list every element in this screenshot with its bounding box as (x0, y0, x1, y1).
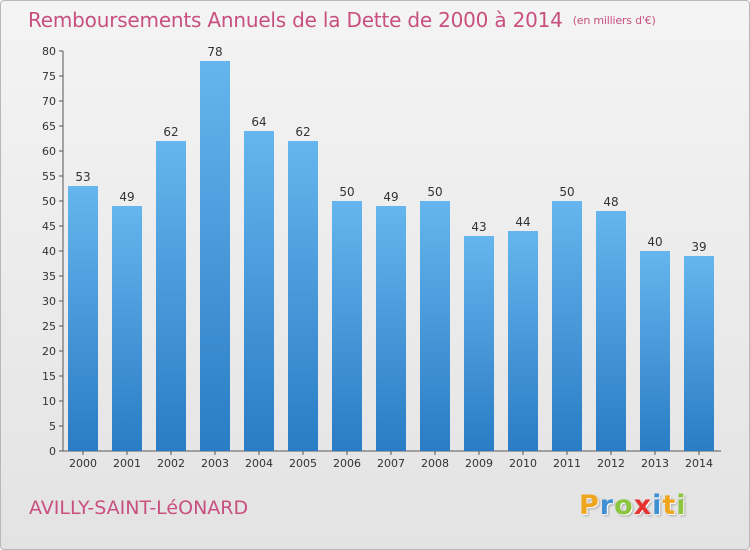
y-tick-label: 5 (49, 420, 56, 433)
bar-2011 (552, 201, 582, 451)
y-tick-label: 70 (42, 95, 56, 108)
bar-value-label: 50 (427, 185, 442, 199)
bar-2010 (508, 231, 538, 451)
bar-2009 (464, 236, 494, 451)
bar-value-label: 44 (515, 215, 530, 229)
bar-value-label: 53 (75, 170, 90, 184)
x-tick-label: 2012 (597, 457, 625, 470)
x-tick-label: 2011 (553, 457, 581, 470)
bar-value-label: 50 (559, 185, 574, 199)
bar-2008 (420, 201, 450, 451)
x-tick-label: 2014 (685, 457, 713, 470)
chart-title-text: Remboursements Annuels de la Dette de 20… (28, 8, 563, 32)
y-tick-label: 80 (42, 45, 56, 58)
bar-2004 (244, 131, 274, 451)
x-tick-label: 2000 (69, 457, 97, 470)
bar-2001 (112, 206, 142, 451)
y-tick-label: 25 (42, 320, 56, 333)
y-tick-label: 40 (42, 245, 56, 258)
logo-letter: o (614, 490, 634, 521)
y-tick-label: 75 (42, 70, 56, 83)
logo-letter: x (633, 490, 653, 521)
y-tick-label: 65 (42, 120, 56, 133)
logo-letter: t (662, 490, 677, 521)
chart-unit-note: (en milliers d'€) (572, 14, 656, 27)
x-tick-label: 2004 (245, 457, 273, 470)
chart-bars (68, 61, 714, 451)
bar-value-label: 40 (647, 235, 662, 249)
bar-2006 (332, 201, 362, 451)
bar-value-label: 49 (383, 190, 398, 204)
x-tick-label: 2005 (289, 457, 317, 470)
y-tick-label: 15 (42, 370, 56, 383)
y-tick-label: 0 (49, 445, 56, 458)
bar-value-label: 62 (295, 125, 310, 139)
chart-title: Remboursements Annuels de la Dette de 20… (28, 8, 656, 32)
logo-letter: i (652, 490, 663, 521)
x-tick-label: 2001 (113, 457, 141, 470)
bar-value-label: 62 (163, 125, 178, 139)
bar-2013 (640, 251, 670, 451)
y-tick-label: 55 (42, 170, 56, 183)
x-tick-label: 2013 (641, 457, 669, 470)
x-tick-label: 2002 (157, 457, 185, 470)
y-tick-label: 50 (42, 195, 56, 208)
bar-2007 (376, 206, 406, 451)
bar-value-label: 78 (207, 45, 222, 59)
logo-letter: r (599, 490, 615, 521)
x-tick-label: 2009 (465, 457, 493, 470)
logo-letter: i (676, 490, 687, 521)
location-name: AVILLY-SAINT-LéONARD (29, 497, 249, 519)
bar-value-label: 43 (471, 220, 486, 234)
bar-value-label: 48 (603, 195, 618, 209)
y-tick-label: 35 (42, 270, 56, 283)
bar-value-label: 64 (251, 115, 266, 129)
chart-labels: 0 5 10 15 20 25 30 35 40 45 50 55 60 65 70 75 80 53 2000 49… (42, 45, 713, 470)
x-tick-label: 2006 (333, 457, 361, 470)
bar-value-label: 50 (339, 185, 354, 199)
x-tick-label: 2003 (201, 457, 229, 470)
y-tick-label: 30 (42, 295, 56, 308)
proxiti-logo[interactable]: Proxiti (579, 490, 687, 521)
y-tick-label: 45 (42, 220, 56, 233)
bar-2014 (684, 256, 714, 451)
bar-value-label: 39 (691, 240, 706, 254)
y-tick-label: 60 (42, 145, 56, 158)
bar-2002 (156, 141, 186, 451)
logo-letter: P (579, 490, 600, 521)
bar-2005 (288, 141, 318, 451)
y-tick-label: 20 (42, 345, 56, 358)
bar-2000 (68, 186, 98, 451)
x-tick-label: 2010 (509, 457, 537, 470)
x-tick-label: 2007 (377, 457, 405, 470)
x-tick-label: 2008 (421, 457, 449, 470)
y-tick-label: 10 (42, 395, 56, 408)
bar-2003 (200, 61, 230, 451)
bar-value-label: 49 (119, 190, 134, 204)
bar-2012 (596, 211, 626, 451)
